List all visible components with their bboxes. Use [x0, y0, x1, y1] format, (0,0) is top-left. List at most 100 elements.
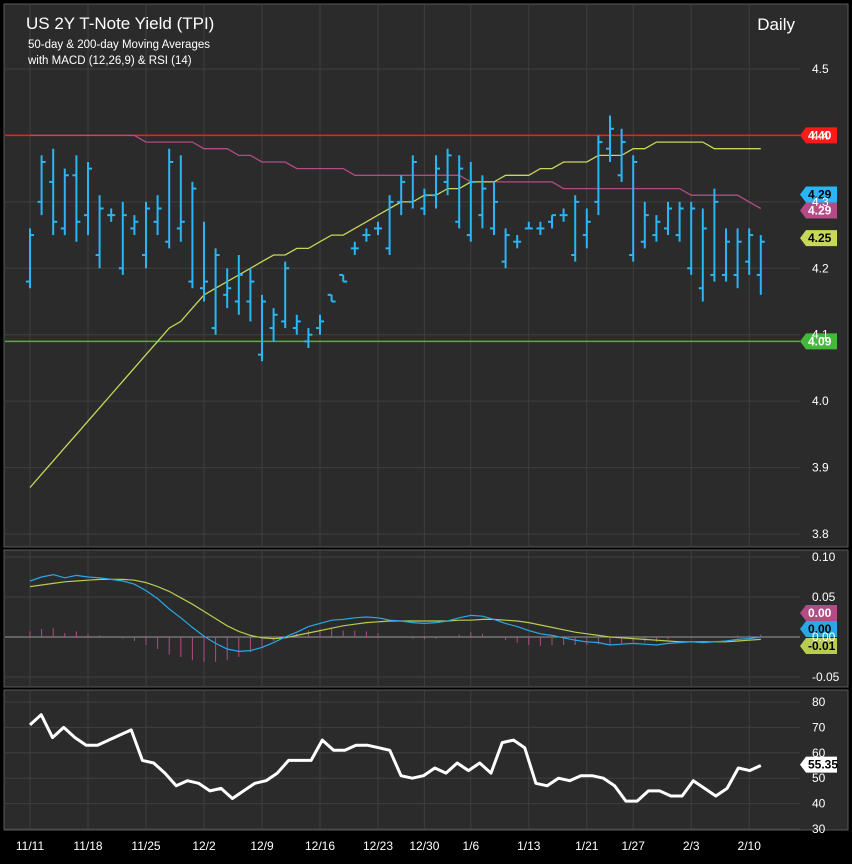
price-last-tag: 4.29 [800, 186, 837, 203]
ohlc-bar [107, 208, 116, 222]
rsi-last-tag-bg [800, 756, 837, 773]
macd-y-tick-label: 0.05 [812, 590, 836, 604]
ohlc-bar [408, 155, 417, 209]
x-tick-label: 11/25 [131, 839, 160, 853]
ohlc-bar [292, 314, 301, 335]
histogram-macd-tag: 0.00 [800, 605, 837, 621]
ohlc-bar [327, 293, 336, 303]
resistance-tag-text: 4.40 [808, 128, 832, 142]
ohlc-bar [536, 221, 545, 236]
ohlc-bar [281, 261, 290, 329]
resistance-tag: 4.40 [800, 127, 837, 144]
x-tick-label: 11/18 [73, 839, 102, 853]
rsi-y-tick-label: 60 [812, 746, 826, 760]
histogram-macd-tag-text: 0.00 [808, 606, 832, 620]
rsi-y-tick-label: 40 [812, 797, 826, 811]
ohlc-bar [571, 195, 580, 262]
ohlc-bar [142, 201, 150, 269]
ohlc-bar [548, 214, 556, 229]
ohlc-bar [258, 294, 266, 362]
ohlc-bar [501, 228, 510, 269]
x-tick-label: 2/10 [738, 839, 762, 853]
macd-line [29, 573, 761, 653]
ohlc-bar [582, 208, 591, 249]
macd-y-tick-label: -0.05 [812, 670, 840, 684]
period-label: Daily [757, 15, 795, 34]
macd-panel [3, 549, 849, 688]
price-panel [3, 3, 849, 548]
ohlc-bar [443, 148, 452, 196]
ohlc-bar [710, 188, 719, 282]
rsi-last-tag: 55.35 [800, 756, 838, 773]
support-tag-text: 4.09 [808, 334, 832, 348]
price-y-tick-label: 4.0 [812, 394, 829, 408]
ma50-last-tag-bg [800, 230, 837, 247]
ohlc-bar [420, 188, 429, 216]
ohlc-bar [629, 155, 638, 262]
rsi-y-tick-label: 80 [812, 695, 826, 709]
price-y-tick-label: 3.8 [812, 527, 829, 541]
price-y-tick-label: 4.4 [812, 128, 829, 142]
ohlc-bar [698, 208, 707, 302]
price-y-tick-label: 4.3 [812, 195, 829, 209]
resistance-tag-bg [800, 127, 837, 144]
price-last-tag-text: 4.29 [808, 188, 832, 202]
ohlc-bar [211, 248, 220, 335]
x-tick-label: 11/11 [16, 839, 45, 853]
x-tick-label: 12/23 [363, 839, 393, 853]
ohlc-bar [606, 115, 614, 162]
ohlc-bar [188, 181, 197, 289]
ohlc-bar [246, 268, 255, 322]
ohlc-bar [60, 168, 69, 236]
support-tag: 4.09 [800, 333, 837, 350]
ohlc-bar [640, 201, 649, 249]
ohlc-bar [432, 155, 440, 209]
ma200-last-tag: 4.29 [800, 202, 837, 219]
ohlc-bar [304, 328, 313, 348]
histogram-macd-tag-bg [800, 605, 837, 621]
ohlc-bar [722, 228, 730, 282]
ohlc-bar [490, 181, 498, 236]
x-tick-label: 12/2 [192, 839, 216, 853]
price-y-tick-label: 4.5 [812, 62, 829, 76]
support-tag-bg [800, 333, 837, 350]
price-last-tag-bg [800, 186, 837, 203]
chart-title: US 2Y T-Note Yield (TPI) [26, 14, 214, 33]
ohlc-bar [675, 201, 684, 242]
price-y-tick-label: 4.2 [812, 261, 829, 275]
ohlc-bar [118, 201, 127, 275]
ohlc-bar [49, 148, 58, 236]
rsi-y-tick-label: 30 [812, 822, 826, 836]
rsi-panel [3, 689, 849, 831]
ohlc-bar [223, 268, 232, 309]
ma200-line [30, 134, 762, 210]
signal-macd-tag-text: -0.01 [808, 639, 836, 653]
ohlc-bar [594, 135, 603, 216]
ohlc-bar [84, 162, 92, 236]
rsi-layer: 55.35 [28, 713, 838, 803]
ohlc-bar [756, 235, 765, 295]
price-layer: 4.40 4.09 4.29 4.29 4.25 [5, 115, 837, 488]
signal-macd-tag-bg [800, 638, 837, 654]
ohlc-bar [733, 228, 742, 289]
ohlc-bar [176, 155, 185, 242]
x-tick-label: 2/3 [683, 839, 700, 853]
x-tick-label: 1/13 [517, 839, 541, 853]
ohlc-bar [374, 221, 382, 236]
ohlc-bar [478, 175, 487, 229]
rsi-last-tag-text: 55.35 [808, 758, 838, 772]
ohlc-bar [397, 175, 406, 216]
macd-macd-tag-text: 0.00 [808, 622, 832, 636]
rsi-y-tick-label: 50 [812, 771, 826, 785]
signal-macd-tag: -0.01 [800, 638, 837, 654]
macd-layer: 0.00 0.00 -0.01 [29, 573, 837, 662]
chart-subtitle-1: 50-day & 200-day Moving Averages [28, 39, 210, 51]
chart-subtitle-2: with MACD (12,26,9) & RSI (14) [27, 55, 192, 67]
x-tick-label: 12/9 [250, 839, 274, 853]
ohlc-bar [26, 228, 34, 289]
ohlc-bar [269, 308, 278, 342]
ma50-last-tag: 4.25 [800, 230, 837, 247]
ma200-last-tag-text: 4.29 [808, 204, 832, 218]
x-tick-label: 1/21 [575, 839, 599, 853]
